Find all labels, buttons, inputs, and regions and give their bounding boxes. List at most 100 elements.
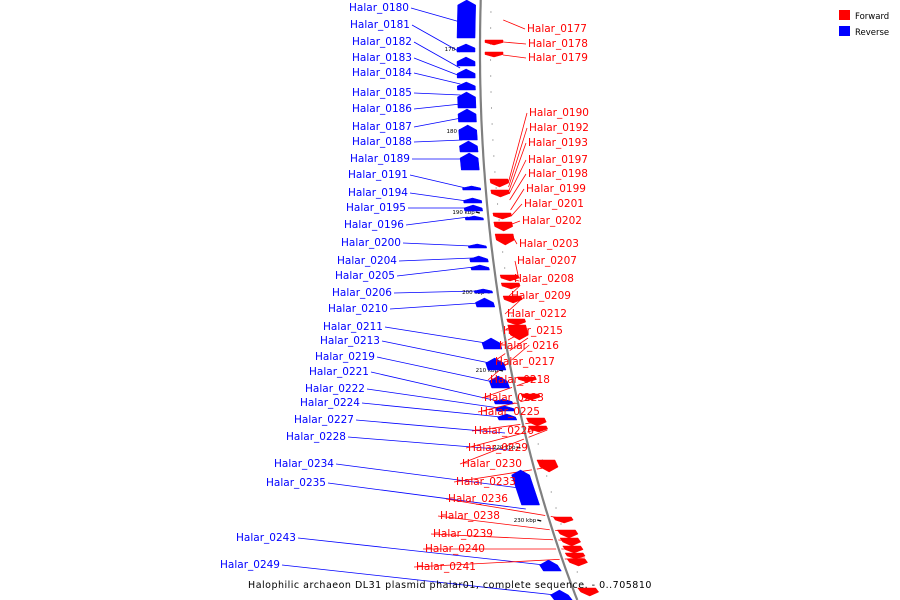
reverse-gene[interactable] xyxy=(457,81,476,91)
reverse-gene-label[interactable]: Halar_0188 xyxy=(352,136,412,148)
reverse-gene-label[interactable]: Halar_0200 xyxy=(341,237,401,249)
reverse-gene[interactable] xyxy=(481,337,503,350)
reverse-gene[interactable] xyxy=(488,375,511,389)
forward-gene-label[interactable]: Halar_0241 xyxy=(416,561,476,573)
reverse-gene[interactable] xyxy=(464,215,484,221)
forward-gene[interactable] xyxy=(500,282,521,290)
forward-gene[interactable] xyxy=(552,516,574,524)
reverse-gene-label[interactable]: Halar_0243 xyxy=(236,532,296,544)
forward-gene[interactable] xyxy=(536,459,559,473)
forward-gene-label[interactable]: Halar_0193 xyxy=(528,137,588,149)
forward-gene[interactable] xyxy=(527,425,549,433)
reverse-gene-label[interactable]: Halar_0235 xyxy=(266,477,326,489)
forward-gene-label[interactable]: Halar_0177 xyxy=(527,23,587,35)
reverse-gene[interactable] xyxy=(473,288,494,294)
reverse-gene-label[interactable]: Halar_0194 xyxy=(348,187,408,199)
reverse-gene-label[interactable]: Halar_0206 xyxy=(332,287,392,299)
reverse-gene-label[interactable]: Halar_0204 xyxy=(337,255,397,267)
forward-gene-label[interactable]: Halar_0199 xyxy=(526,183,586,195)
forward-gene[interactable] xyxy=(566,558,588,567)
reverse-gene-label[interactable]: Halar_0182 xyxy=(352,36,412,48)
reverse-gene[interactable] xyxy=(485,357,507,371)
forward-gene[interactable] xyxy=(506,318,527,326)
forward-gene[interactable] xyxy=(492,212,512,220)
reverse-gene-label[interactable]: Halar_0249 xyxy=(220,559,280,571)
forward-gene-label[interactable]: Halar_0179 xyxy=(528,52,588,64)
forward-gene-label[interactable]: Halar_0239 xyxy=(433,528,493,540)
reverse-gene-label[interactable]: Halar_0221 xyxy=(309,366,369,378)
forward-gene[interactable] xyxy=(517,376,537,383)
reverse-gene-label[interactable]: Halar_0196 xyxy=(344,219,404,231)
reverse-gene[interactable] xyxy=(470,264,490,271)
reverse-gene[interactable] xyxy=(469,255,489,263)
forward-gene[interactable] xyxy=(494,233,515,246)
forward-gene-label[interactable]: Halar_0223 xyxy=(484,392,544,404)
reverse-gene[interactable] xyxy=(493,398,514,405)
reverse-gene-label[interactable]: Halar_0184 xyxy=(352,67,412,79)
reverse-gene-label[interactable]: Halar_0234 xyxy=(274,458,334,470)
reverse-gene[interactable] xyxy=(459,140,479,153)
reverse-gene[interactable] xyxy=(457,108,477,123)
forward-gene[interactable] xyxy=(490,189,510,198)
forward-gene-label[interactable]: Halar_0215 xyxy=(503,325,563,337)
reverse-gene[interactable] xyxy=(462,185,482,191)
forward-gene-label[interactable]: Halar_0212 xyxy=(507,308,567,320)
reverse-gene-label[interactable]: Halar_0186 xyxy=(352,103,412,115)
reverse-gene-label[interactable]: Halar_0187 xyxy=(352,121,412,133)
forward-gene[interactable] xyxy=(577,587,600,597)
forward-gene-label[interactable]: Halar_0225 xyxy=(480,406,540,418)
reverse-gene[interactable] xyxy=(456,43,476,53)
forward-gene[interactable] xyxy=(562,545,584,554)
forward-gene[interactable] xyxy=(502,295,523,304)
reverse-gene-label[interactable]: Halar_0185 xyxy=(352,87,412,99)
reverse-gene[interactable] xyxy=(511,469,540,506)
forward-gene-label[interactable]: Halar_0207 xyxy=(517,255,577,267)
forward-gene[interactable] xyxy=(526,417,547,427)
reverse-gene-label[interactable]: Halar_0180 xyxy=(349,2,409,14)
reverse-gene[interactable] xyxy=(456,0,476,39)
reverse-gene-label[interactable]: Halar_0195 xyxy=(346,202,406,214)
forward-gene-label[interactable]: Halar_0192 xyxy=(529,122,589,134)
reverse-gene-label[interactable]: Halar_0211 xyxy=(323,321,383,333)
forward-gene-label[interactable]: Halar_0202 xyxy=(522,215,582,227)
reverse-gene[interactable] xyxy=(456,56,476,67)
forward-gene-label[interactable]: Halar_0209 xyxy=(511,290,571,302)
forward-gene-label[interactable]: Halar_0240 xyxy=(425,543,485,555)
forward-gene[interactable] xyxy=(564,552,586,560)
forward-gene-label[interactable]: Halar_0208 xyxy=(514,273,574,285)
reverse-gene[interactable] xyxy=(550,589,573,600)
forward-gene-label[interactable]: Halar_0217 xyxy=(495,356,555,368)
forward-gene-label[interactable]: Halar_0201 xyxy=(524,198,584,210)
reverse-gene-label[interactable]: Halar_0228 xyxy=(286,431,346,443)
forward-gene[interactable] xyxy=(493,221,513,232)
forward-gene-label[interactable]: Halar_0216 xyxy=(499,340,559,352)
reverse-gene[interactable] xyxy=(495,405,516,412)
reverse-gene[interactable] xyxy=(497,413,518,421)
forward-gene[interactable] xyxy=(489,178,509,188)
forward-gene[interactable] xyxy=(484,39,504,46)
forward-gene-label[interactable]: Halar_0178 xyxy=(528,38,588,50)
reverse-gene-label[interactable]: Halar_0189 xyxy=(350,153,410,165)
forward-gene-label[interactable]: Halar_0238 xyxy=(440,510,500,522)
reverse-gene[interactable] xyxy=(456,68,476,79)
reverse-gene[interactable] xyxy=(467,243,488,249)
forward-gene[interactable] xyxy=(507,324,529,341)
reverse-gene-label[interactable]: Halar_0191 xyxy=(348,169,408,181)
forward-gene[interactable] xyxy=(520,393,541,401)
reverse-gene[interactable] xyxy=(463,204,484,212)
forward-gene-label[interactable]: Halar_0190 xyxy=(529,107,589,119)
forward-gene-label[interactable]: Halar_0230 xyxy=(462,458,522,470)
reverse-gene-label[interactable]: Halar_0219 xyxy=(315,351,375,363)
forward-gene-label[interactable]: Halar_0236 xyxy=(448,493,508,505)
reverse-gene[interactable] xyxy=(463,197,483,204)
reverse-gene-label[interactable]: Halar_0222 xyxy=(305,383,365,395)
forward-gene-label[interactable]: Halar_0198 xyxy=(528,168,588,180)
forward-gene[interactable] xyxy=(556,529,579,539)
forward-gene[interactable] xyxy=(559,537,582,547)
reverse-gene[interactable] xyxy=(459,152,480,171)
forward-gene-label[interactable]: Halar_0203 xyxy=(519,238,579,250)
forward-gene[interactable] xyxy=(499,274,520,282)
reverse-gene-label[interactable]: Halar_0227 xyxy=(294,414,354,426)
reverse-gene[interactable] xyxy=(458,124,478,141)
reverse-gene-label[interactable]: Halar_0224 xyxy=(300,397,360,409)
